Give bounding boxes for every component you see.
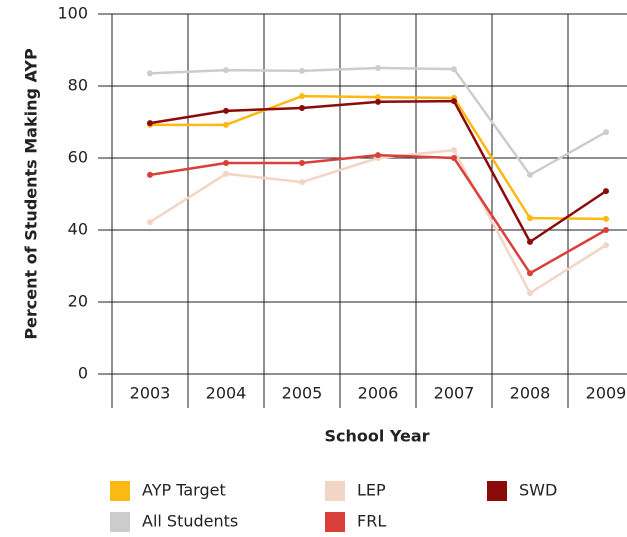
x-tick-label: 2008	[510, 384, 551, 403]
legend-label: SWD	[519, 481, 557, 500]
y-tick-label: 80	[68, 76, 88, 95]
point	[603, 227, 609, 233]
point	[299, 93, 305, 100]
point	[527, 270, 533, 277]
x-tick-label: 2006	[358, 384, 399, 403]
legend-label: AYP Target	[142, 481, 226, 500]
point	[299, 160, 305, 167]
point	[147, 120, 153, 127]
y-tick-label: 100	[57, 4, 88, 23]
y-tick-label: 0	[78, 364, 88, 383]
legend-swatch	[487, 481, 507, 501]
point	[375, 65, 381, 71]
point	[223, 170, 229, 177]
y-axis-label: Percent of Students Making AYP	[22, 48, 41, 340]
y-tick-label: 20	[68, 292, 88, 311]
x-tick-label: 2009	[586, 384, 627, 403]
point	[147, 171, 153, 178]
legend-swatch	[110, 512, 130, 532]
point	[147, 219, 153, 226]
point	[527, 171, 533, 178]
legend-swatch	[110, 481, 130, 501]
x-tick-label: 2005	[282, 384, 323, 403]
y-tick-label: 60	[68, 148, 88, 167]
point	[299, 67, 305, 74]
point	[375, 152, 381, 159]
point	[299, 179, 305, 186]
point	[603, 242, 609, 249]
point	[375, 98, 381, 105]
point	[451, 155, 457, 161]
point	[603, 215, 609, 222]
point	[223, 67, 229, 74]
point	[147, 70, 153, 77]
series-line	[149, 153, 607, 275]
point	[527, 215, 533, 222]
y-tick-label: 40	[68, 220, 88, 239]
legend-label: FRL	[357, 512, 386, 531]
x-tick-label: 2007	[434, 384, 475, 403]
point	[223, 160, 229, 167]
legend-label: All Students	[142, 512, 238, 531]
x-tick-label: 2004	[206, 384, 247, 403]
legend-swatch	[325, 481, 345, 501]
point	[375, 94, 381, 101]
point	[603, 188, 609, 195]
x-axis-label: School Year	[324, 427, 429, 446]
point	[527, 290, 533, 296]
legend-swatch	[325, 512, 345, 532]
point	[451, 66, 457, 73]
point	[451, 98, 457, 105]
point	[603, 129, 609, 136]
point	[223, 107, 229, 114]
legend-label: LEP	[357, 481, 386, 500]
point	[223, 121, 229, 128]
point	[451, 147, 457, 154]
point	[299, 104, 305, 111]
point	[527, 238, 533, 245]
x-tick-label: 2003	[130, 384, 171, 403]
